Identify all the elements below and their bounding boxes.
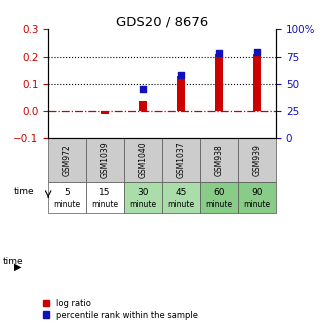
Text: 90: 90 [251, 188, 263, 197]
Text: 45: 45 [175, 188, 187, 197]
Point [178, 72, 184, 77]
Text: minute: minute [130, 199, 157, 209]
Text: 30: 30 [137, 188, 149, 197]
Title: GDS20 / 8676: GDS20 / 8676 [116, 15, 208, 28]
Bar [238, 138, 276, 182]
Bar [124, 138, 162, 182]
Text: time: time [3, 257, 24, 266]
Text: 15: 15 [100, 188, 111, 197]
Bar [48, 138, 86, 182]
Bar [238, 182, 276, 213]
Text: minute: minute [91, 199, 119, 209]
Text: GSM1037: GSM1037 [177, 142, 186, 178]
Bar [200, 182, 238, 213]
Text: minute: minute [244, 199, 271, 209]
Text: minute: minute [168, 199, 195, 209]
Bar [124, 182, 162, 213]
Text: GSM1039: GSM1039 [100, 142, 110, 178]
Text: ▶: ▶ [14, 262, 22, 271]
Bar [200, 138, 238, 182]
Bar [101, 111, 109, 114]
Text: time: time [13, 187, 34, 196]
Bar [162, 182, 200, 213]
Bar [253, 54, 261, 111]
Point [216, 51, 221, 56]
Bar [215, 54, 223, 111]
Point [141, 87, 146, 92]
Legend: log ratio, percentile rank within the sample: log ratio, percentile rank within the sa… [43, 299, 198, 319]
Text: minute: minute [205, 199, 233, 209]
Text: minute: minute [54, 199, 81, 209]
Bar [162, 138, 200, 182]
Text: GSM1040: GSM1040 [139, 142, 148, 178]
Bar [86, 138, 124, 182]
Bar [177, 76, 185, 111]
Bar [48, 182, 86, 213]
Text: GSM972: GSM972 [63, 144, 72, 176]
Point [255, 50, 260, 55]
Bar [139, 101, 147, 111]
Text: 60: 60 [213, 188, 225, 197]
Text: GSM938: GSM938 [214, 144, 224, 176]
Bar [86, 182, 124, 213]
Text: 5: 5 [64, 188, 70, 197]
Text: GSM939: GSM939 [253, 144, 262, 176]
